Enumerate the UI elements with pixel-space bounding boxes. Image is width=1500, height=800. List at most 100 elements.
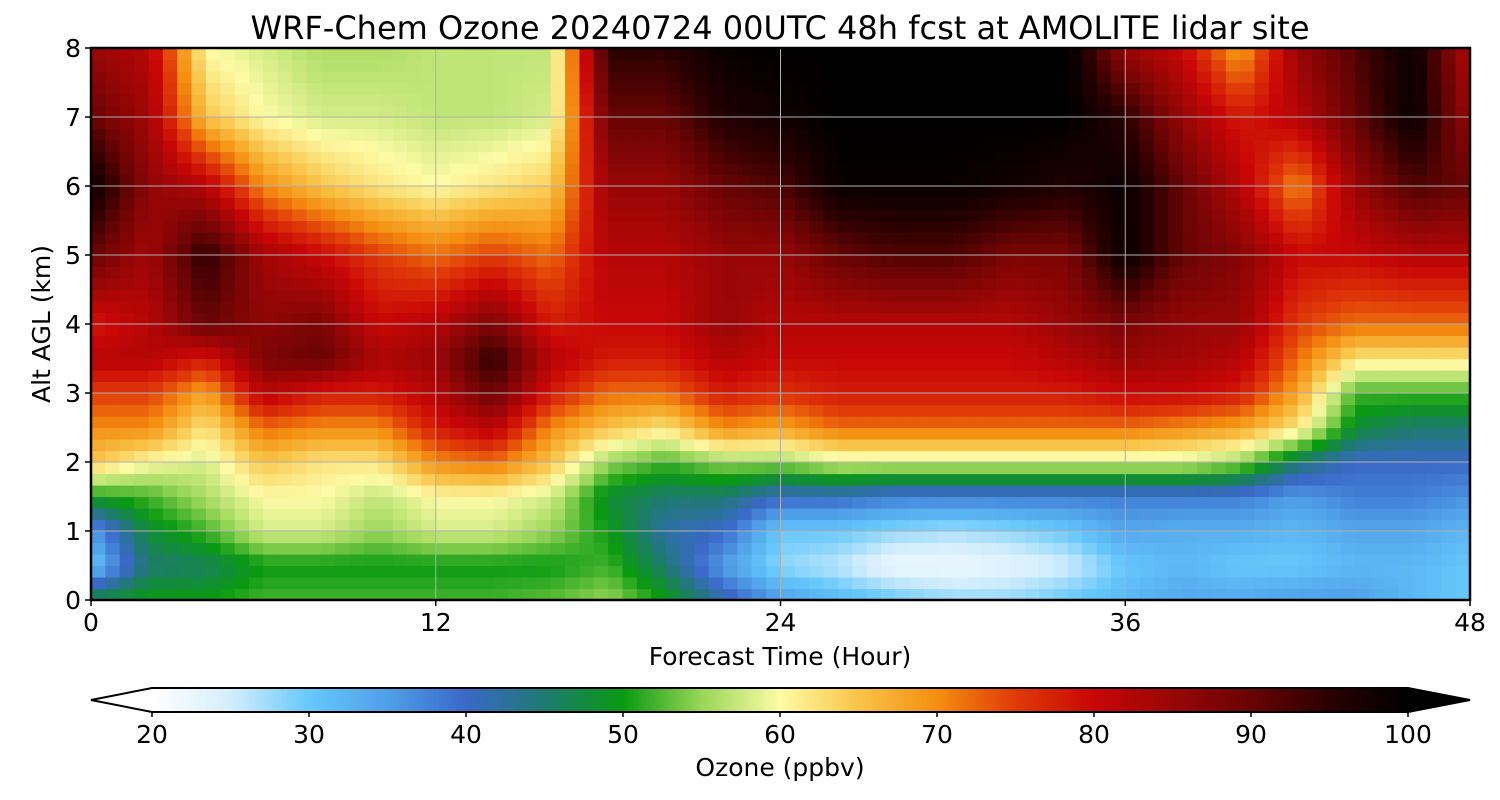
heatmap-cell: [292, 163, 308, 176]
heatmap-cell: [421, 370, 437, 383]
heatmap-cell: [924, 186, 940, 199]
heatmap-cell: [220, 416, 236, 429]
heatmap-cell: [421, 496, 437, 509]
heatmap-cell: [1211, 209, 1227, 222]
heatmap-cell: [981, 381, 997, 394]
heatmap-cell: [1240, 324, 1256, 337]
heatmap-cell: [263, 358, 279, 371]
heatmap-cell: [593, 82, 609, 95]
heatmap-cell: [1024, 71, 1040, 84]
heatmap-cell: [1110, 358, 1126, 371]
heatmap-cell: [1024, 105, 1040, 118]
heatmap-cell: [105, 174, 121, 187]
heatmap-cell: [1254, 496, 1270, 509]
heatmap-cell: [837, 105, 853, 118]
heatmap-cell: [665, 71, 681, 84]
heatmap-cell: [1426, 174, 1442, 187]
heatmap-cell: [780, 519, 796, 532]
heatmap-cell: [780, 82, 796, 95]
heatmap-cell: [1426, 94, 1442, 107]
heatmap-cell: [450, 393, 466, 406]
heatmap-cell: [924, 473, 940, 486]
heatmap-cell: [162, 439, 178, 452]
heatmap-cell: [766, 554, 782, 567]
heatmap-cell: [723, 163, 738, 176]
heatmap-cell: [1039, 128, 1055, 141]
heatmap-cell: [1139, 48, 1155, 61]
heatmap-cell: [1240, 266, 1256, 279]
heatmap-cell: [995, 404, 1011, 417]
heatmap-cell: [1441, 209, 1457, 222]
heatmap-cell: [1326, 140, 1342, 153]
heatmap-cell: [708, 335, 724, 348]
heatmap-cell: [766, 94, 782, 107]
heatmap-cell: [105, 243, 121, 256]
heatmap-cell: [421, 439, 437, 452]
heatmap-cell: [1182, 209, 1198, 222]
heatmap-cell: [1110, 71, 1126, 84]
heatmap-cell: [1053, 312, 1069, 325]
heatmap-cell: [177, 82, 193, 95]
heatmap-cell: [665, 450, 681, 463]
heatmap-cell: [1355, 393, 1371, 406]
heatmap-cell: [967, 473, 983, 486]
heatmap-cell: [995, 542, 1011, 555]
heatmap-cell: [651, 358, 667, 371]
heatmap-cell: [1441, 82, 1457, 95]
heatmap-cell: [751, 94, 767, 107]
heatmap-cell: [306, 232, 322, 245]
heatmap-cell: [378, 151, 394, 164]
heatmap-cell: [608, 335, 624, 348]
heatmap-cell: [234, 255, 250, 268]
heatmap-cell: [909, 105, 925, 118]
heatmap-cell: [378, 186, 394, 199]
heatmap-cell: [881, 347, 897, 360]
heatmap-cell: [134, 542, 150, 555]
heatmap-cell: [521, 209, 537, 222]
heatmap-cell: [1283, 439, 1299, 452]
heatmap-cell: [895, 232, 911, 245]
heatmap-cell: [1168, 565, 1184, 578]
heatmap-cell: [1053, 128, 1069, 141]
heatmap-cell: [938, 416, 954, 429]
heatmap-cell: [119, 174, 135, 187]
heatmap-cell: [392, 82, 408, 95]
heatmap-cell: [1139, 531, 1155, 544]
heatmap-cell: [1153, 128, 1169, 141]
heatmap-cell: [91, 577, 106, 590]
heatmap-cell: [780, 301, 796, 314]
heatmap-cell: [363, 48, 379, 61]
heatmap-cell: [1110, 496, 1126, 509]
heatmap-cell: [263, 381, 279, 394]
heatmap-cell: [909, 82, 925, 95]
heatmap-cell: [1110, 393, 1126, 406]
heatmap-cell: [148, 186, 164, 199]
heatmap-cell: [1139, 588, 1155, 600]
heatmap-cell: [679, 128, 695, 141]
heatmap-cell: [249, 565, 264, 578]
heatmap-cell: [608, 301, 624, 314]
heatmap-cell: [162, 347, 178, 360]
heatmap-cell: [1010, 416, 1026, 429]
heatmap-cell: [1441, 565, 1457, 578]
heatmap-cell: [1297, 128, 1313, 141]
heatmap-cell: [1067, 174, 1083, 187]
heatmap-cell: [521, 289, 537, 302]
heatmap-cell: [335, 151, 351, 164]
heatmap-cell: [881, 209, 897, 222]
heatmap-cell: [866, 393, 882, 406]
heatmap-cell: [636, 381, 652, 394]
heatmap-cell: [924, 485, 940, 498]
heatmap-cell: [1254, 542, 1270, 555]
heatmap-cell: [809, 393, 825, 406]
heatmap-cell: [234, 508, 250, 521]
heatmap-cell: [809, 324, 825, 337]
heatmap-cell: [478, 197, 494, 210]
heatmap-cell: [794, 82, 810, 95]
heatmap-cell: [1053, 324, 1069, 337]
heatmap-cell: [665, 577, 681, 590]
heatmap-cell: [191, 278, 207, 291]
heatmap-cell: [1096, 243, 1112, 256]
heatmap-cell: [723, 94, 738, 107]
heatmap-cell: [1326, 117, 1342, 130]
